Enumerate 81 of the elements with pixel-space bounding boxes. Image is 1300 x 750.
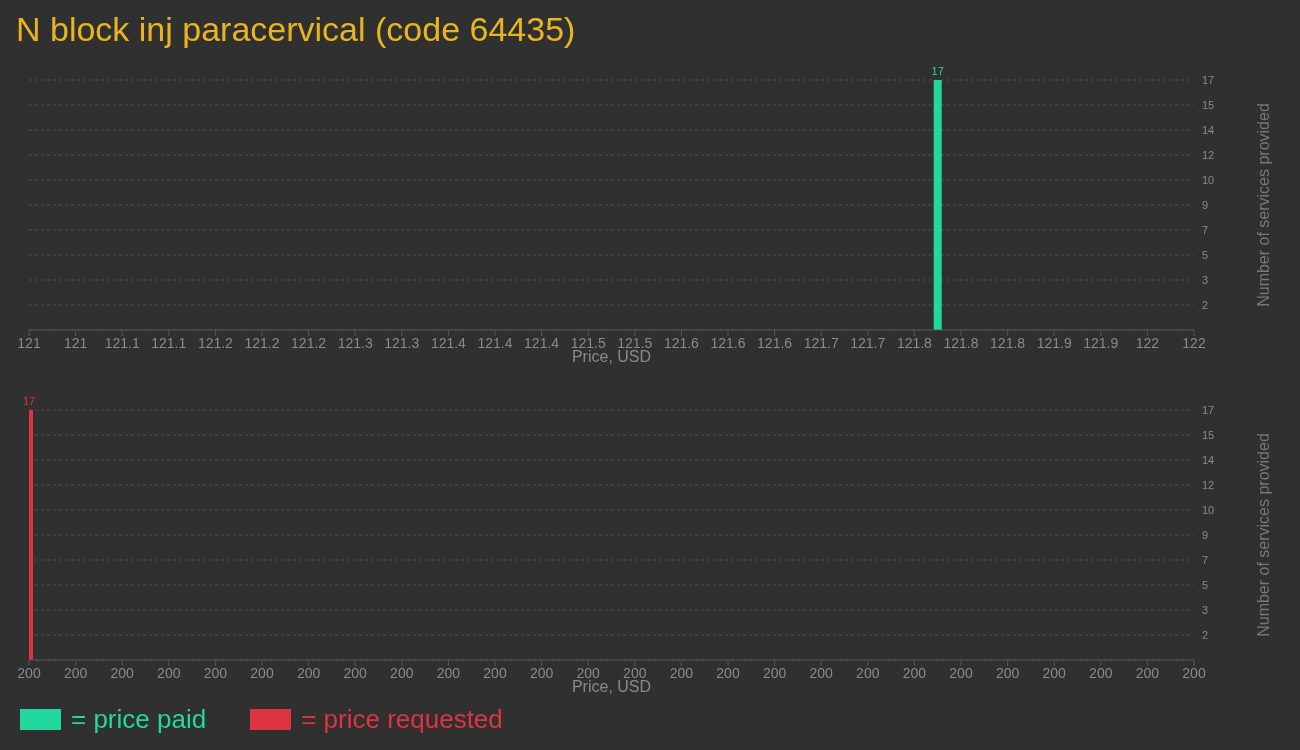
x-tick-label: 200 bbox=[436, 664, 461, 681]
y-tick-label: 14 bbox=[1202, 123, 1215, 136]
x-tick-label: 200 bbox=[483, 664, 507, 681]
x-tick-label: 200 bbox=[296, 664, 321, 681]
chart-title: N block inj paracervical (code 64435) bbox=[16, 10, 576, 49]
x-tick-label: 200 bbox=[63, 664, 88, 681]
x-tick-label: 200 bbox=[809, 664, 834, 681]
x-tick-label: 200 bbox=[762, 664, 787, 681]
x-tick-label: 200 bbox=[529, 664, 554, 681]
y-tick-label: 17 bbox=[1202, 73, 1215, 86]
y-tick-label: 9 bbox=[1202, 528, 1209, 541]
y-tick-label: 10 bbox=[1202, 503, 1215, 516]
x-tick-label: 200 bbox=[1182, 664, 1206, 681]
x-tick-label: 121.3 bbox=[384, 334, 420, 351]
x-tick-label: 121.7 bbox=[850, 334, 886, 351]
y-axis-title: Number of services provided bbox=[1255, 433, 1273, 637]
y-tick-label: 7 bbox=[1202, 223, 1209, 236]
x-tick-label: 200 bbox=[390, 664, 414, 681]
x-tick-label: 121.5 bbox=[617, 334, 653, 351]
x-tick-label: 121.4 bbox=[524, 334, 560, 351]
x-tick-label: 121.1 bbox=[104, 334, 140, 351]
x-tick-label: 200 bbox=[1089, 664, 1113, 681]
x-tick-label: 121.8 bbox=[896, 334, 933, 351]
x-tick-label: 200 bbox=[17, 664, 41, 681]
x-tick-label: 121.8 bbox=[943, 334, 979, 351]
x-tick-label: 121 bbox=[63, 334, 88, 351]
x-tick-label: 200 bbox=[250, 664, 274, 681]
y-tick-label: 3 bbox=[1202, 603, 1209, 616]
x-tick-label: 200 bbox=[203, 664, 228, 681]
x-tick-label: 200 bbox=[669, 664, 694, 681]
x-tick-label: 121.6 bbox=[663, 334, 700, 351]
x-tick-label: 200 bbox=[1135, 664, 1160, 681]
x-tick-label: 200 bbox=[576, 664, 601, 681]
y-tick-label: 5 bbox=[1202, 248, 1209, 261]
x-tick-label: 121.9 bbox=[1083, 334, 1119, 351]
y-tick-label: 15 bbox=[1202, 428, 1215, 441]
x-tick-label: 200 bbox=[902, 664, 927, 681]
x-tick-label: 121.3 bbox=[337, 334, 373, 351]
y-tick-label: 10 bbox=[1202, 173, 1215, 186]
x-tick-label: 122 bbox=[1182, 334, 1206, 351]
x-tick-label: 200 bbox=[343, 664, 368, 681]
x-tick-label: 200 bbox=[995, 664, 1020, 681]
x-tick-label: 121.5 bbox=[570, 334, 606, 351]
legend-label: = price paid bbox=[71, 704, 207, 735]
y-tick-label: 2 bbox=[1202, 298, 1209, 311]
x-tick-label: 121.1 bbox=[151, 334, 187, 351]
x-tick-label: 121.9 bbox=[1036, 334, 1072, 351]
x-tick-label: 200 bbox=[110, 664, 135, 681]
y-tick-label: 3 bbox=[1202, 273, 1209, 286]
x-tick-label: 200 bbox=[856, 664, 880, 681]
x-axis-title: Price, USD bbox=[571, 678, 652, 695]
x-tick-label: 121.4 bbox=[430, 334, 467, 351]
x-tick-label: 121.7 bbox=[803, 334, 839, 351]
x-tick-label: 121.4 bbox=[477, 334, 513, 351]
x-tick-label: 200 bbox=[157, 664, 181, 681]
y-tick-label: 14 bbox=[1202, 453, 1215, 466]
x-tick-label: 121.8 bbox=[990, 334, 1026, 351]
legend-label: = price requested bbox=[301, 704, 503, 735]
y-tick-label: 7 bbox=[1202, 553, 1209, 566]
data-label: 17 bbox=[22, 395, 36, 407]
x-tick-label: 200 bbox=[1042, 664, 1067, 681]
y-tick-label: 12 bbox=[1202, 478, 1215, 491]
x-axis-title: Price, USD bbox=[571, 348, 652, 365]
y-tick-label: 9 bbox=[1202, 198, 1209, 211]
x-tick-label: 200 bbox=[623, 664, 647, 681]
x-tick-label: 200 bbox=[949, 664, 973, 681]
y-tick-label: 17 bbox=[1202, 403, 1215, 416]
x-tick-label: 200 bbox=[716, 664, 740, 681]
x-tick-label: 121.2 bbox=[197, 334, 234, 351]
y-tick-label: 5 bbox=[1202, 578, 1209, 591]
y-tick-label: 12 bbox=[1202, 148, 1215, 161]
x-tick-label: 121.2 bbox=[244, 334, 280, 351]
y-axis-title: Number of services provided bbox=[1255, 103, 1273, 307]
x-tick-label: 121.2 bbox=[291, 334, 327, 351]
x-tick-label: 122 bbox=[1135, 334, 1160, 351]
y-tick-label: 15 bbox=[1202, 98, 1215, 111]
x-tick-label: 121.6 bbox=[757, 334, 793, 351]
x-tick-label: 121.6 bbox=[710, 334, 746, 351]
data-label: 17 bbox=[931, 65, 944, 77]
x-tick-label: 121 bbox=[17, 334, 41, 351]
y-tick-label: 2 bbox=[1202, 628, 1209, 641]
